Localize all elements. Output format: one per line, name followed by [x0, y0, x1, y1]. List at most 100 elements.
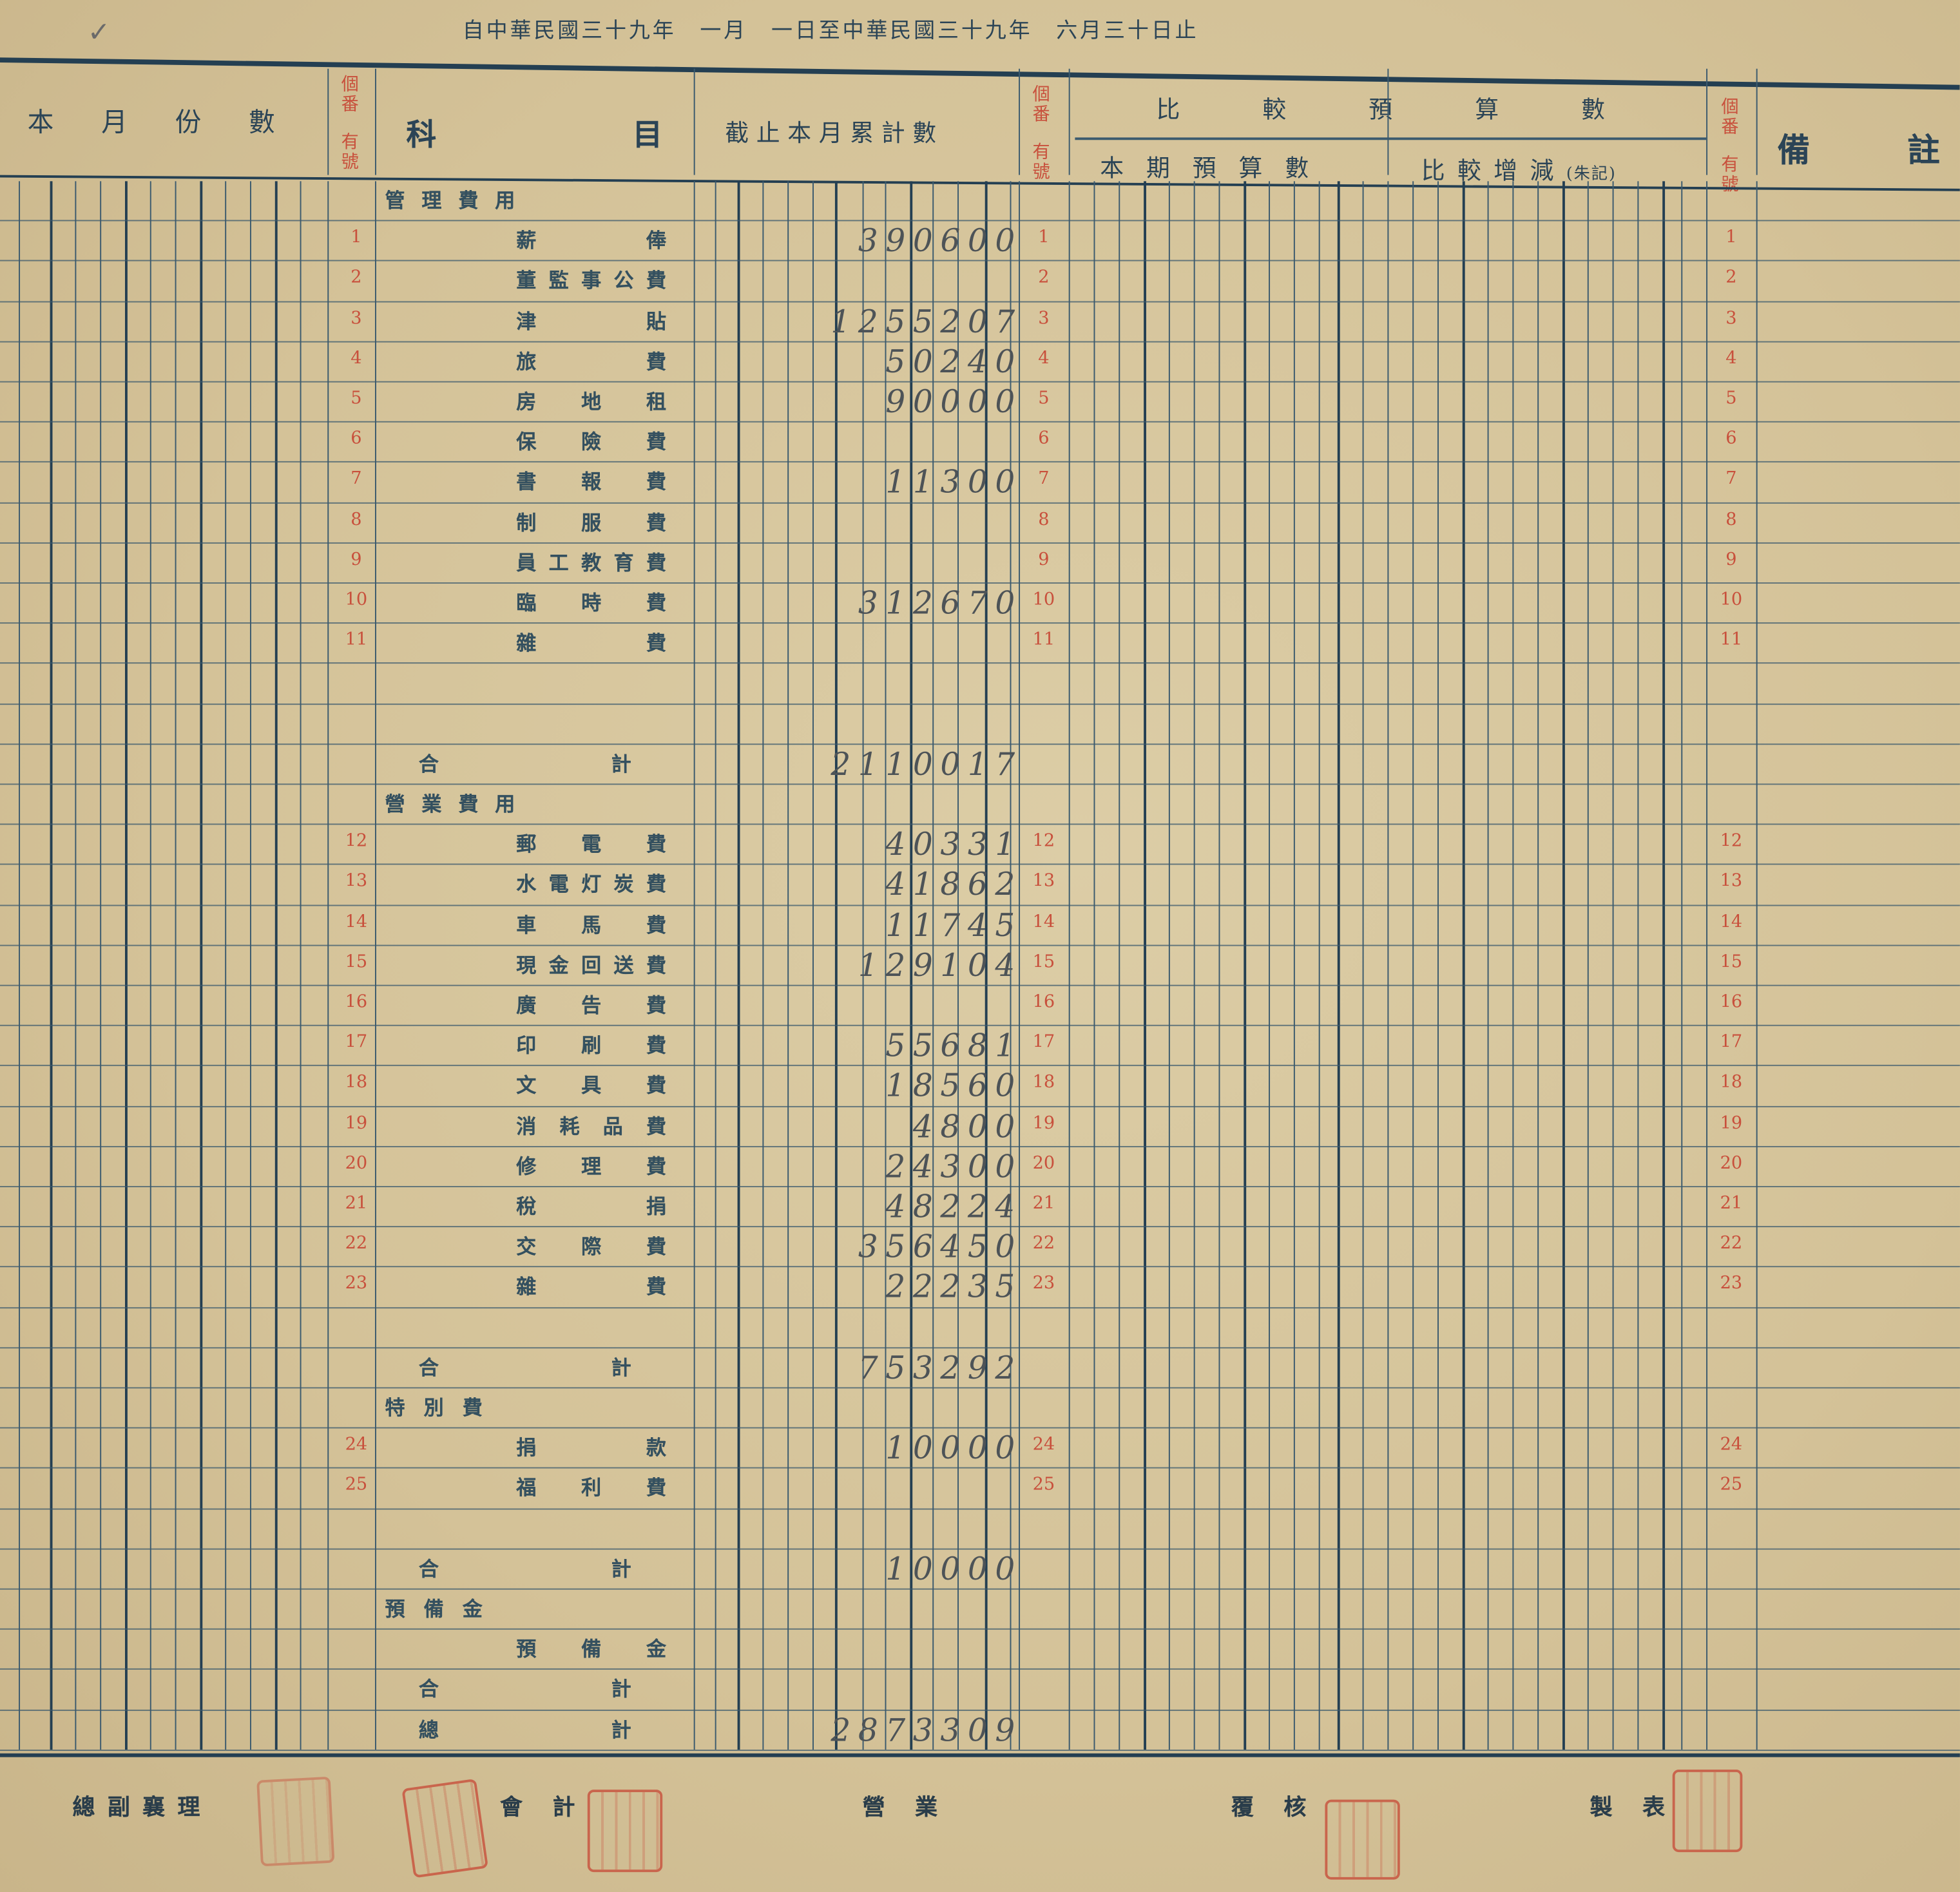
header-text: 本月份數	[27, 107, 323, 138]
row-number-right: 1	[1725, 227, 1737, 248]
row-number-mid: 9	[1038, 549, 1050, 570]
cumulative-amount: 40331	[885, 826, 1023, 863]
grid-line-thick	[1244, 181, 1247, 1750]
row-number-right: 10	[1720, 589, 1743, 610]
row-number-left: 23	[345, 1274, 368, 1294]
row-number-left: 3	[351, 308, 362, 329]
account-name: 旅費	[516, 349, 667, 374]
row-number-left: 11	[345, 630, 368, 651]
grid-line-thick	[1562, 181, 1565, 1750]
row-line	[0, 381, 1960, 383]
header-text: 有號	[341, 132, 359, 173]
section-heading: 預備金	[385, 1597, 483, 1621]
row-number-right: 3	[1725, 308, 1737, 329]
header-text: 註	[1907, 132, 1940, 170]
account-name: 交際費	[516, 1235, 667, 1259]
grid-line-thick	[1337, 181, 1340, 1750]
account-name: 現金回送費	[516, 953, 667, 977]
cumulative-amount: 2110017	[831, 745, 1023, 783]
row-number-mid: 4	[1038, 348, 1050, 368]
account-name: 員工教育費	[516, 551, 667, 575]
grid-line	[1487, 181, 1489, 1750]
header-divider	[327, 68, 329, 175]
row-number-mid: 19	[1032, 1113, 1055, 1133]
grid-line	[1119, 181, 1120, 1750]
row-line	[0, 1749, 1960, 1751]
seal-stamp	[256, 1776, 335, 1867]
account-name: 書報費	[516, 470, 667, 495]
row-line	[0, 1306, 1960, 1308]
row-number-mid: 24	[1032, 1435, 1055, 1455]
grid-line	[1269, 181, 1271, 1750]
header-divider	[1706, 68, 1708, 175]
account-name: 保險費	[516, 430, 667, 454]
header-text: 個番	[1032, 84, 1050, 125]
account-name: 臨時費	[516, 591, 667, 615]
grid-line	[762, 181, 764, 1750]
grid-line	[175, 181, 177, 1750]
row-number-mid: 13	[1032, 871, 1055, 892]
row-number-right: 18	[1720, 1073, 1743, 1093]
row-number-left: 1	[351, 227, 362, 248]
row-number-mid: 25	[1032, 1475, 1055, 1495]
subheader-rule	[1075, 137, 1707, 140]
cumulative-amount: 48224	[885, 1188, 1023, 1225]
grid-line	[149, 181, 151, 1750]
row-line	[0, 743, 1960, 745]
row-number-mid: 21	[1032, 1193, 1055, 1214]
header-item-no-3: 個番 有號	[1718, 97, 1743, 195]
row-number-left: 10	[345, 589, 368, 610]
row-number-right: 9	[1725, 549, 1737, 570]
header-divider	[1019, 68, 1021, 175]
header-divider	[1068, 68, 1070, 175]
row-number-left: 9	[351, 549, 362, 570]
total-label: 合計	[418, 1677, 631, 1702]
row-number-left: 8	[351, 509, 362, 530]
account-name: 車馬費	[516, 913, 667, 937]
header-divider	[693, 68, 695, 175]
row-number-left: 14	[345, 912, 368, 932]
row-line	[0, 300, 1960, 302]
row-number-right: 24	[1720, 1435, 1743, 1455]
header-monthly-amount: 本月份數	[28, 102, 296, 140]
row-number-mid: 5	[1038, 388, 1050, 409]
grid-line	[1681, 181, 1683, 1750]
account-name: 薪俸	[516, 229, 667, 253]
row-number-mid: 17	[1032, 1032, 1055, 1053]
grid-line	[715, 181, 716, 1750]
row-number-right: 15	[1720, 951, 1743, 972]
cumulative-amount: 4800	[912, 1107, 1023, 1145]
row-number-right: 13	[1720, 871, 1743, 892]
row-number-left: 17	[345, 1032, 368, 1053]
row-line	[0, 823, 1960, 825]
row-line	[0, 622, 1960, 624]
row-number-mid: 7	[1038, 469, 1050, 490]
row-line	[0, 1588, 1960, 1590]
total-label: 總計	[418, 1717, 631, 1742]
seal-stamp	[401, 1778, 488, 1878]
grid-line	[75, 181, 77, 1750]
grid-line-thick	[1662, 181, 1666, 1750]
section-heading: 營業費用	[385, 792, 515, 816]
row-number-left: 7	[351, 469, 362, 490]
row-number-mid: 11	[1032, 630, 1055, 651]
account-name: 修理費	[516, 1154, 667, 1179]
header-remarks: 備註	[1778, 125, 1940, 171]
grid-line	[250, 181, 251, 1750]
row-line	[0, 1668, 1960, 1670]
account-name: 雜費	[516, 631, 667, 655]
grid-line	[957, 181, 959, 1750]
header-difference: 比較增減(朱記)	[1421, 153, 1617, 186]
row-line	[0, 984, 1960, 986]
grid-line	[932, 181, 934, 1750]
row-number-mid: 6	[1038, 428, 1050, 449]
row-line	[0, 703, 1960, 705]
row-number-mid: 2	[1038, 267, 1050, 288]
row-line	[0, 341, 1960, 343]
cumulative-amount: 2873309	[831, 1712, 1023, 1748]
row-number-left: 18	[345, 1073, 368, 1093]
grid-line	[1193, 181, 1195, 1750]
grid-line	[862, 181, 864, 1750]
row-number-mid: 22	[1032, 1234, 1055, 1254]
cumulative-amount: 390600	[858, 222, 1023, 259]
